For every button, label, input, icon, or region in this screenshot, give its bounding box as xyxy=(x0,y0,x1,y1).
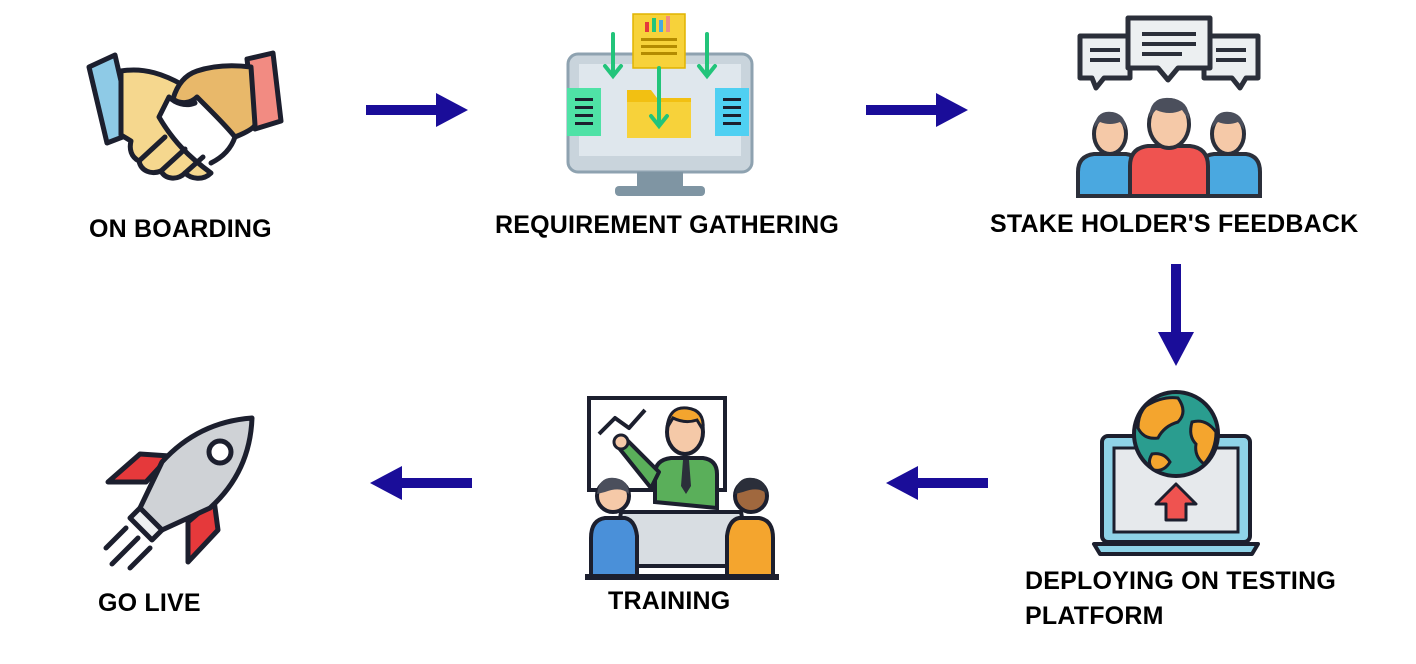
arrow-left-1 xyxy=(886,466,988,500)
people-chat-icon xyxy=(1076,15,1262,198)
arrow-right-1 xyxy=(366,93,468,127)
handshake-icon xyxy=(86,50,284,181)
presentation-meeting-icon xyxy=(585,396,779,580)
step-label-golive: GO LIVE xyxy=(98,589,201,617)
laptop-globe-upload-icon xyxy=(1092,390,1260,556)
rocket-icon xyxy=(103,415,255,571)
step-label-deploying-line2: PLATFORM xyxy=(1025,602,1164,630)
step-label-deploying-line1: DEPLOYING ON TESTING xyxy=(1025,567,1336,595)
step-label-requirement: REQUIREMENT GATHERING xyxy=(495,211,840,239)
arrow-down xyxy=(1158,264,1194,366)
step-label-onboarding: ON BOARDING xyxy=(89,215,272,243)
arrow-right-2 xyxy=(866,93,968,127)
monitor-documents-icon xyxy=(566,13,754,196)
step-label-feedback: STAKE HOLDER'S FEEDBACK xyxy=(990,210,1359,238)
arrow-left-2 xyxy=(370,466,472,500)
step-label-training: TRAINING xyxy=(608,587,731,615)
